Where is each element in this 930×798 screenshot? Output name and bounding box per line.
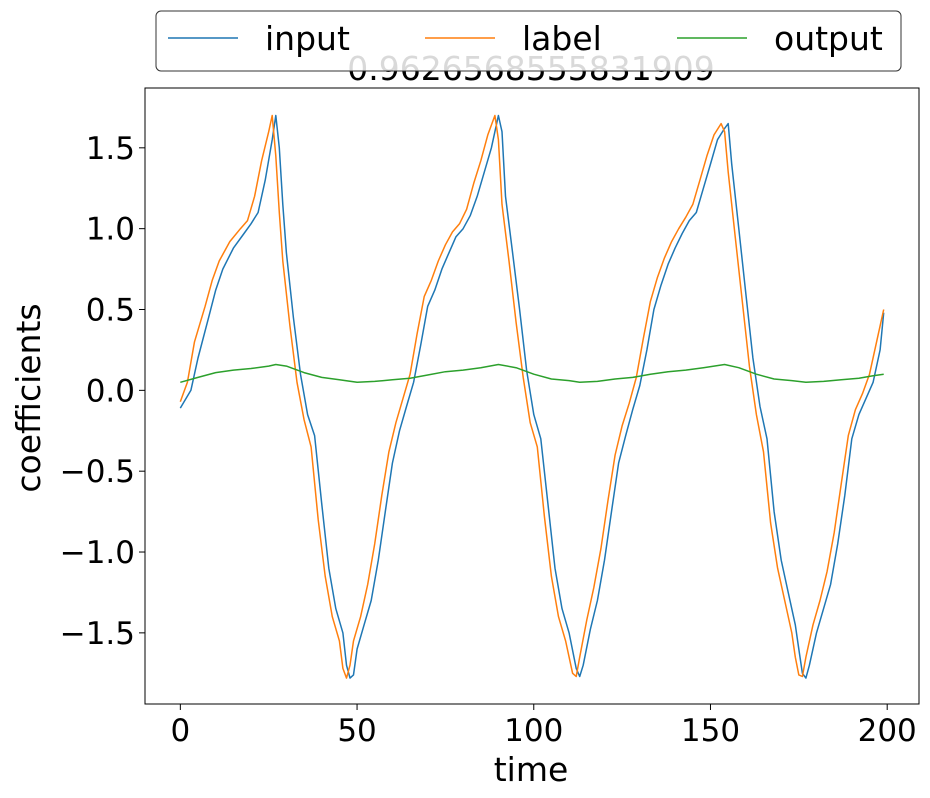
plot-frame (144, 87, 920, 705)
x-tick-label: 100 (504, 713, 563, 749)
y-tick-label: −0.5 (60, 454, 135, 490)
y-tick-label: 1.0 (86, 212, 135, 248)
series-line-output (180, 363, 884, 384)
series-line-input (179, 114, 885, 679)
x-axis-title: time (494, 750, 569, 789)
legend-box (155, 10, 902, 72)
plot-area (144, 87, 920, 705)
axis-ticks: 0 50 100 150 200 −1.5 −1.0 −0.5 0.0 0.5 1.0 1.5 (60, 131, 917, 749)
legend: input label output (155, 10, 902, 72)
y-tick-label: 0.5 (86, 293, 135, 329)
y-tick-label: −1.0 (60, 535, 135, 571)
x-tick-label: 150 (681, 713, 740, 749)
x-tick-label: 0 (170, 713, 190, 749)
legend-label-output: output (774, 19, 883, 58)
y-axis-title: coefficients (9, 303, 48, 492)
x-tick-label: 50 (337, 713, 376, 749)
y-tick-label: 0.0 (86, 373, 135, 409)
legend-label-input: input (265, 19, 350, 58)
legend-label-label: label (522, 19, 602, 58)
series-line-label (179, 114, 885, 679)
series-lines (179, 114, 885, 679)
x-tick-label: 200 (858, 713, 917, 749)
y-tick-label: 1.5 (86, 131, 135, 167)
y-tick-label: −1.5 (60, 616, 135, 652)
